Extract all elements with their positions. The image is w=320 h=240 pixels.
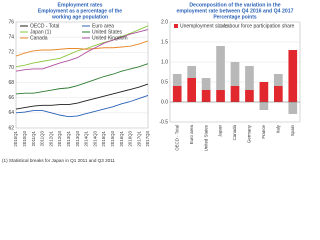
y-tick-label: 2.0	[161, 19, 168, 25]
chart-subtitle: Employment as a percentage of the	[38, 8, 122, 14]
x-tick-label: 2016Q3	[128, 130, 133, 146]
bar	[288, 50, 298, 102]
bar	[274, 86, 283, 102]
page: Employment rates Employment as a percent…	[2, 2, 301, 164]
bar	[288, 102, 298, 114]
y-tick-label: 0.5	[161, 79, 168, 85]
chart-title: Decomposition of the variation in the	[189, 2, 280, 8]
legend-label: OECD - Total	[30, 23, 59, 29]
bar	[187, 78, 196, 102]
chart-subtitle: Percentage points	[213, 14, 257, 20]
legend-label: Japan (1)	[30, 29, 51, 35]
y-tick-label: 62	[8, 125, 14, 131]
y-tick-label: 74	[8, 34, 14, 40]
bar	[230, 62, 240, 86]
x-tick-label: Spain	[290, 124, 295, 136]
x-tick-label: France	[261, 124, 266, 138]
line	[15, 63, 149, 95]
bar	[216, 90, 225, 102]
x-tick-label: Italy	[275, 124, 280, 133]
bar	[172, 86, 182, 102]
y-tick-label: 66	[8, 95, 14, 101]
bar	[187, 66, 196, 78]
y-tick-label: 72	[8, 50, 14, 56]
legend-label: Euro area	[92, 23, 114, 29]
x-tick-label: 2010Q1	[13, 130, 18, 146]
bar	[216, 46, 225, 90]
line	[15, 83, 149, 110]
line	[15, 29, 149, 72]
x-tick-label: 2010Q3	[22, 130, 27, 146]
line	[15, 25, 149, 68]
chart-title: Employment rates	[58, 2, 103, 8]
chart-title: employment rate between Q4 2016 and Q4 2…	[176, 8, 293, 14]
chart: Employment rates Employment as a percent…	[2, 2, 301, 163]
y-tick-label: 76	[8, 19, 14, 25]
y-tick-label: 1.0	[161, 59, 168, 65]
legend-label: Canada	[30, 35, 48, 41]
footnote: (1) Statistical breaks for Japan in Q1 2…	[2, 158, 115, 163]
x-tick-label: 2014Q1	[84, 130, 89, 146]
y-tick-label: 1.5	[161, 39, 168, 45]
chart-subtitle: working age population	[51, 14, 108, 20]
x-tick-label: United States	[203, 124, 208, 151]
bar	[259, 102, 269, 110]
bar	[230, 86, 240, 102]
x-tick-label: OECD - Total	[174, 125, 179, 151]
legend-swatch	[174, 24, 178, 28]
y-tick-label: 0.0	[161, 99, 168, 105]
legend-label: Labour force participation share	[224, 23, 295, 29]
x-tick-label: 2012Q1	[48, 130, 53, 146]
bar	[201, 78, 211, 90]
legend-label: United Kingdom	[92, 35, 128, 41]
y-tick-label: 70	[8, 65, 14, 71]
y-tick-label: 64	[8, 110, 14, 116]
legend-label: Unemployment share	[180, 23, 228, 29]
x-tick-label: Japan	[218, 124, 223, 137]
legend-label: United States	[92, 29, 123, 35]
bar	[245, 90, 254, 102]
x-tick-label: Canada	[232, 124, 237, 140]
bar	[274, 74, 283, 86]
x-tick-label: 2017Q1	[136, 130, 141, 146]
x-tick-label: 2014Q3	[92, 130, 97, 146]
x-tick-label: 2015Q3	[110, 130, 115, 146]
x-tick-label: 2015Q1	[101, 130, 106, 146]
line	[15, 95, 149, 118]
x-tick-label: 2011Q3	[40, 130, 45, 146]
x-tick-label: Euro area	[189, 124, 194, 144]
x-tick-label: 2013Q3	[75, 130, 80, 146]
line	[15, 40, 149, 57]
y-tick-label: 68	[8, 80, 14, 86]
bar	[172, 74, 182, 86]
y-tick-label: -0.5	[159, 119, 168, 125]
legend-swatch	[218, 24, 222, 28]
x-tick-label: 2016Q1	[119, 130, 124, 146]
x-tick-label: 2017Q3	[145, 130, 150, 146]
bar	[259, 82, 269, 102]
bar	[245, 66, 254, 90]
x-tick-label: 2012Q3	[57, 130, 62, 146]
x-tick-label: 2013Q1	[66, 130, 71, 146]
x-tick-label: Germany	[247, 124, 252, 143]
x-tick-label: 2011Q1	[31, 130, 36, 146]
bar	[201, 90, 211, 102]
